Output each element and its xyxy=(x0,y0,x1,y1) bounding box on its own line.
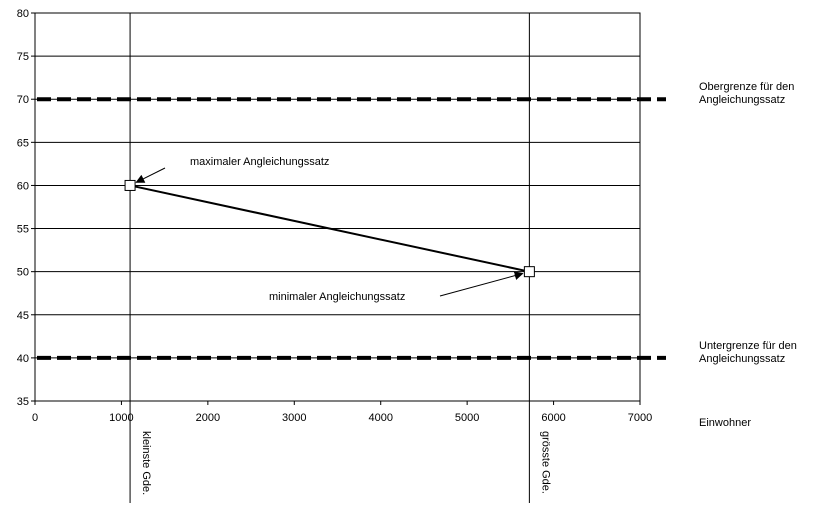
x-tick-label-6000: 6000 xyxy=(541,412,565,424)
x-tick-label-1000: 1000 xyxy=(109,412,133,424)
x-tick-label-2000: 2000 xyxy=(196,412,220,424)
x-tick-label-5000: 5000 xyxy=(455,412,479,424)
x-tick-label-0: 0 xyxy=(32,412,38,424)
x-tick-label-7000: 7000 xyxy=(628,412,652,424)
plot-frame xyxy=(34,12,641,402)
y-tick-label-75: 75 xyxy=(17,51,29,63)
annotation-arrow-0 xyxy=(135,167,166,183)
data-point-0-0 xyxy=(124,179,136,191)
reference-label-line2-70: Angleichungssatz xyxy=(699,94,785,106)
y-tick-label-50: 50 xyxy=(17,267,29,279)
x-tick-label-3000: 3000 xyxy=(282,412,306,424)
annotations: maximaler Angleichungssatz minimaler Angl… xyxy=(135,156,524,303)
y-tick-label-60: 60 xyxy=(17,180,29,192)
reference-label-line1-40: Untergrenze für den xyxy=(699,340,797,352)
data-series xyxy=(124,179,535,278)
annotation-text-1: minimaler Angleichungssatz xyxy=(269,291,405,303)
y-tick-label-35: 35 xyxy=(17,396,29,408)
y-tick-label-45: 45 xyxy=(17,310,29,322)
vertical-marker-label-0: kleinste Gde. xyxy=(140,431,152,495)
vertical-marker-label-1: grösste Gde. xyxy=(539,431,551,494)
annotation-text-0: maximaler Angleichungssatz xyxy=(190,156,329,168)
y-tick-label-70: 70 xyxy=(17,94,29,106)
y-tick-label-80: 80 xyxy=(17,8,29,20)
x-axis-label: Einwohner xyxy=(699,417,751,429)
reference-label-line1-70: Obergrenze für den xyxy=(699,81,794,93)
data-point-0-1 xyxy=(523,266,535,278)
vertical-markers: kleinste Gde. grösste Gde. xyxy=(129,13,551,503)
y-tick-label-65: 65 xyxy=(17,137,29,149)
y-tick-label-40: 40 xyxy=(17,353,29,365)
reference-lines: Obergrenze für denAngleichungssatzUnterg… xyxy=(37,81,797,365)
series-line-0 xyxy=(129,184,530,273)
annotation-arrow-1 xyxy=(439,271,524,297)
x-tick-label-4000: 4000 xyxy=(368,412,392,424)
axes: 35 40 45 50 55 60 65 70 75 80 0 1000 2000 3000 4000 500… xyxy=(17,8,652,424)
y-tick-label-55: 55 xyxy=(17,224,29,236)
labels: Einwohner xyxy=(699,417,751,429)
reference-label-line2-40: Angleichungssatz xyxy=(699,353,785,365)
